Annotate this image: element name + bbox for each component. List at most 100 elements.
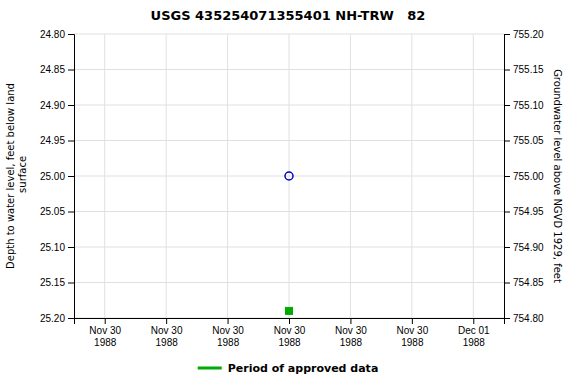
tick: Dec 011988 <box>458 318 490 348</box>
tick-label: Nov 301988 <box>335 325 367 348</box>
tick-label-line: Nov 30 <box>89 325 121 336</box>
tick: 755.10 <box>504 100 544 111</box>
grid <box>74 34 504 318</box>
y-axis-label-line: Depth to water level, feet below land <box>5 83 16 269</box>
tick-mark <box>68 176 74 177</box>
tick: 755.15 <box>504 64 544 75</box>
tick: 755.20 <box>504 29 544 40</box>
grid-line <box>104 34 105 318</box>
grid-line <box>350 34 351 318</box>
tick-label-line: Nov 30 <box>151 325 183 336</box>
tick-label: 24.95 <box>40 135 65 146</box>
tick-label: 25.20 <box>40 313 65 324</box>
grid-line <box>227 34 228 318</box>
tick: 754.80 <box>504 313 544 324</box>
tick-mark <box>350 318 351 324</box>
tick-mark <box>504 70 510 71</box>
tick-label: 755.15 <box>513 64 544 75</box>
tick-label: 755.10 <box>513 100 544 111</box>
tick-mark <box>228 318 229 324</box>
tick: 24.90 <box>40 100 74 111</box>
legend: Period of approved data <box>198 362 379 375</box>
grid-line <box>473 34 474 318</box>
tick: Nov 301988 <box>397 318 429 348</box>
tick-label-line: Nov 30 <box>397 325 429 336</box>
legend-swatch <box>198 367 222 370</box>
tick-mark <box>504 247 510 248</box>
tick-mark <box>166 318 167 324</box>
tick-label: Nov 301988 <box>397 325 429 348</box>
tick-label: 754.85 <box>513 277 544 288</box>
chart: 24.8024.8524.9024.9525.0025.0525.1025.15… <box>0 0 576 384</box>
tick-label: Nov 301988 <box>274 325 306 348</box>
tick-label: 755.05 <box>513 135 544 146</box>
legend-item: Period of approved data <box>198 362 379 375</box>
tick-label: Nov 301988 <box>151 325 183 348</box>
tick-mark <box>504 283 510 284</box>
tick-mark <box>105 318 106 324</box>
tick-mark <box>504 34 510 35</box>
tick-mark <box>68 212 74 213</box>
tick: Nov 301988 <box>212 318 244 348</box>
tick-mark <box>412 318 413 324</box>
tick: 755.00 <box>504 171 544 182</box>
tick: Nov 301988 <box>335 318 367 348</box>
tick: Nov 301988 <box>151 318 183 348</box>
tick: 25.20 <box>40 313 74 324</box>
tick-label: Dec 011988 <box>458 325 490 348</box>
axis-line <box>68 35 75 319</box>
plot: 24.8024.8524.9024.9525.0025.0525.1025.15… <box>5 29 563 348</box>
tick-mark <box>68 318 74 319</box>
tick-label-line: Nov 30 <box>335 325 367 336</box>
tick: 754.85 <box>504 277 544 288</box>
legend-label: Period of approved data <box>228 362 379 375</box>
point <box>286 307 293 314</box>
tick-label: 754.80 <box>513 313 544 324</box>
tick-label-line: 1988 <box>340 337 363 348</box>
tick-label: Nov 301988 <box>212 325 244 348</box>
tick-label: 755.00 <box>513 171 544 182</box>
grid-line <box>411 34 412 318</box>
axis-line <box>505 35 511 319</box>
tick-mark <box>473 318 474 324</box>
tick-label: 25.15 <box>40 277 65 288</box>
tick-mark <box>504 176 510 177</box>
x-axis: Nov 301988Nov 301988Nov 301988Nov 301988… <box>75 318 505 348</box>
y-axis-label-line: surface <box>17 156 28 196</box>
tick-label: 754.95 <box>513 206 544 217</box>
tick: 24.80 <box>40 29 74 40</box>
y2-axis-label: Groundwater level above NGVD 1929, feet <box>552 69 563 283</box>
tick: 25.15 <box>40 277 74 288</box>
y-axis: 24.8024.8524.9024.9525.0025.0525.1025.15… <box>40 29 75 324</box>
tick-mark <box>68 105 74 106</box>
tick: 25.00 <box>40 171 74 182</box>
tick-label-line: Dec 01 <box>458 325 490 336</box>
marks <box>285 172 293 314</box>
tick: 754.95 <box>504 206 544 217</box>
tick-label: 25.00 <box>40 171 65 182</box>
grid-line <box>166 34 167 318</box>
tick-mark <box>504 141 510 142</box>
tick-label: 25.05 <box>40 206 65 217</box>
grid-line <box>289 34 290 318</box>
tick-label-line: 1988 <box>401 337 424 348</box>
tick-mark <box>68 141 74 142</box>
tick-mark <box>289 318 290 324</box>
tick: 25.05 <box>40 206 74 217</box>
tick-mark <box>68 70 74 71</box>
tick-label: 24.80 <box>40 29 65 40</box>
title: USGS 435254071355401 NH-TRW 82 <box>151 8 426 23</box>
tick-label-line: 1988 <box>217 337 240 348</box>
series <box>286 307 293 314</box>
point <box>285 172 293 180</box>
y-axis-label: Depth to water level, feet below land su… <box>5 83 28 269</box>
tick-label-line: 1988 <box>278 337 301 348</box>
tick-mark <box>68 34 74 35</box>
tick-label-line: 1988 <box>463 337 486 348</box>
tick-mark <box>68 283 74 284</box>
tick: Nov 301988 <box>89 318 121 348</box>
tick: 754.90 <box>504 242 544 253</box>
tick-label: 755.20 <box>513 29 544 40</box>
tick-mark <box>504 105 510 106</box>
tick-label: 24.85 <box>40 64 65 75</box>
